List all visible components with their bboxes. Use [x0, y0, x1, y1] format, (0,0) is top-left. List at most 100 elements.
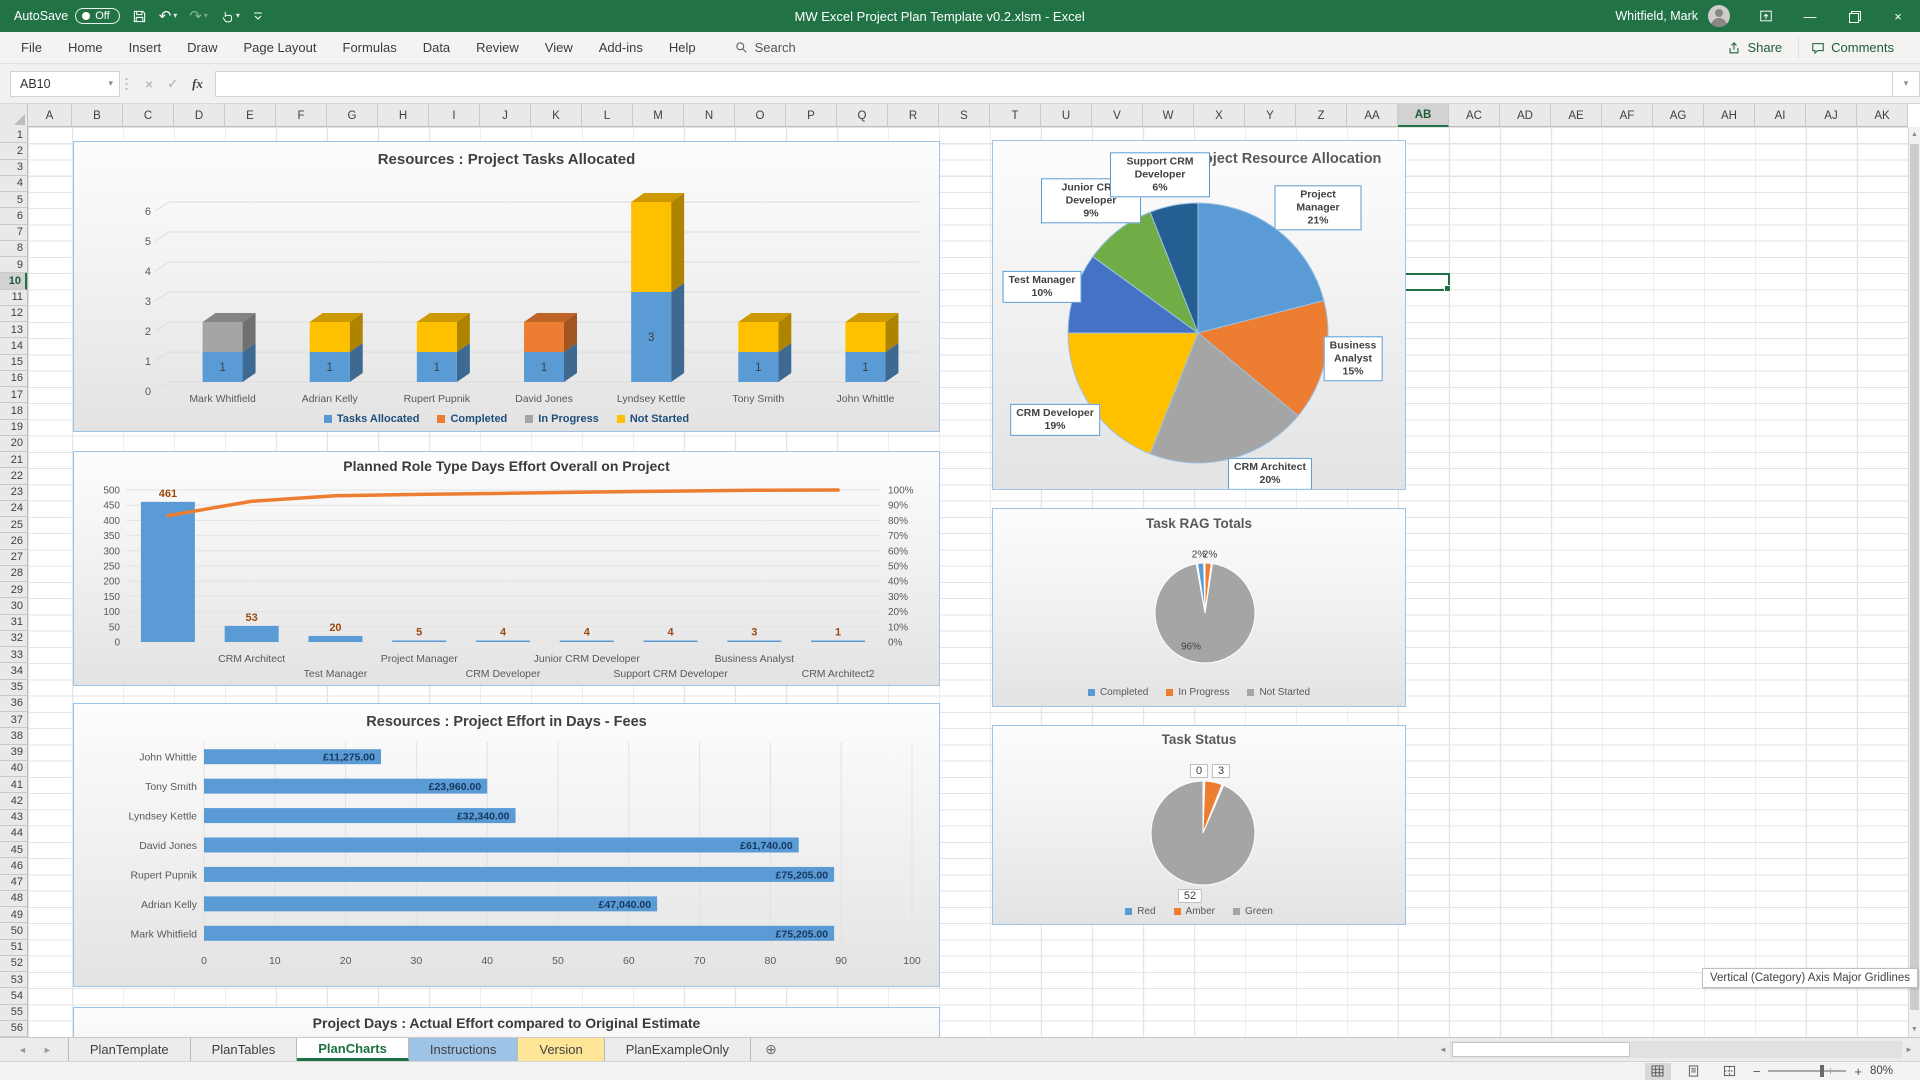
row-header-51[interactable]: 51	[0, 940, 27, 956]
insert-function-icon[interactable]: fx	[192, 76, 203, 92]
row-header-19[interactable]: 19	[0, 420, 27, 436]
row-header-20[interactable]: 20	[0, 436, 27, 452]
row-header-32[interactable]: 32	[0, 631, 27, 647]
page-layout-view-icon[interactable]	[1681, 1063, 1707, 1080]
search-box[interactable]: Search	[735, 40, 796, 55]
row-header-39[interactable]: 39	[0, 745, 27, 761]
row-header-28[interactable]: 28	[0, 566, 27, 582]
vertical-scrollbar[interactable]: ▲ ▼	[1908, 127, 1920, 1037]
normal-view-icon[interactable]	[1645, 1063, 1671, 1080]
row-header-4[interactable]: 4	[0, 176, 27, 192]
row-header-10[interactable]: 10	[0, 273, 27, 289]
chart-task-rag-pie[interactable]: Task RAG Totals2%2%96%CompletedIn Progre…	[992, 508, 1406, 707]
column-header-B[interactable]: B	[72, 104, 123, 127]
row-header-27[interactable]: 27	[0, 550, 27, 566]
row-header-52[interactable]: 52	[0, 956, 27, 972]
horizontal-scrollbar[interactable]: ◄ ►	[1436, 1038, 1920, 1061]
ribbon-tab-home[interactable]: Home	[55, 32, 116, 64]
chart-tasks-allocated[interactable]: Resources : Project Tasks Allocated01234…	[73, 141, 940, 432]
column-header-AC[interactable]: AC	[1449, 104, 1500, 127]
column-header-G[interactable]: G	[327, 104, 378, 127]
sheet-tab-plancharts[interactable]: PlanCharts	[297, 1038, 409, 1061]
ribbon-tab-view[interactable]: View	[532, 32, 586, 64]
row-header-13[interactable]: 13	[0, 322, 27, 338]
chart-role-days-effort[interactable]: Planned Role Type Days Effort Overall on…	[73, 451, 940, 686]
sheet-nav-right-icon[interactable]: ►	[43, 1045, 52, 1055]
column-header-W[interactable]: W	[1143, 104, 1194, 127]
share-button[interactable]: Share	[1715, 37, 1794, 58]
row-header-16[interactable]: 16	[0, 371, 27, 387]
chart-actual-vs-estimate[interactable]: Project Days : Actual Effort compared to…	[73, 1007, 940, 1037]
column-header-X[interactable]: X	[1194, 104, 1245, 127]
autosave-toggle[interactable]: AutoSave Off	[14, 8, 120, 24]
name-box-caret-icon[interactable]: ▾	[108, 78, 119, 89]
column-header-T[interactable]: T	[990, 104, 1041, 127]
column-header-N[interactable]: N	[684, 104, 735, 127]
avatar[interactable]	[1708, 5, 1730, 27]
ribbon-tab-insert[interactable]: Insert	[116, 32, 175, 64]
row-header-31[interactable]: 31	[0, 615, 27, 631]
row-header-1[interactable]: 1	[0, 127, 27, 143]
row-header-46[interactable]: 46	[0, 858, 27, 874]
user-name[interactable]: Whitfield, Mark	[1615, 9, 1698, 23]
scroll-left-icon[interactable]: ◄	[1436, 1045, 1450, 1054]
row-header-54[interactable]: 54	[0, 988, 27, 1004]
zoom-slider-thumb[interactable]	[1820, 1065, 1824, 1077]
vertical-scroll-thumb[interactable]	[1910, 144, 1919, 1010]
row-header-12[interactable]: 12	[0, 306, 27, 322]
page-break-preview-icon[interactable]	[1717, 1063, 1743, 1080]
chart-task-status-pie[interactable]: Task Status0352RedAmberGreen	[992, 725, 1406, 925]
scroll-right-icon[interactable]: ►	[1902, 1045, 1916, 1054]
column-header-AA[interactable]: AA	[1347, 104, 1398, 127]
row-header-37[interactable]: 37	[0, 712, 27, 728]
row-header-43[interactable]: 43	[0, 810, 27, 826]
zoom-out-icon[interactable]: −	[1753, 1064, 1761, 1079]
column-header-AB[interactable]: AB	[1398, 104, 1449, 127]
formula-input[interactable]	[215, 71, 1892, 97]
sheet-tab-version[interactable]: Version	[518, 1038, 604, 1061]
sheet-nav-left-icon[interactable]: ◄	[18, 1045, 27, 1055]
customize-qat-icon[interactable]	[252, 10, 264, 22]
row-header-44[interactable]: 44	[0, 826, 27, 842]
column-header-I[interactable]: I	[429, 104, 480, 127]
redo-button[interactable]: ↷▾	[189, 9, 208, 24]
close-button[interactable]: ×	[1876, 0, 1920, 32]
row-header-45[interactable]: 45	[0, 842, 27, 858]
row-header-29[interactable]: 29	[0, 582, 27, 598]
touch-mouse-mode-icon[interactable]: ▾	[220, 9, 240, 24]
row-header-22[interactable]: 22	[0, 468, 27, 484]
column-header-S[interactable]: S	[939, 104, 990, 127]
row-header-6[interactable]: 6	[0, 208, 27, 224]
row-header-21[interactable]: 21	[0, 452, 27, 468]
column-header-K[interactable]: K	[531, 104, 582, 127]
row-header-48[interactable]: 48	[0, 891, 27, 907]
row-header-25[interactable]: 25	[0, 517, 27, 533]
select-all-corner[interactable]	[0, 104, 28, 127]
name-box[interactable]: AB10 ▾	[10, 71, 120, 97]
column-header-V[interactable]: V	[1092, 104, 1143, 127]
zoom-level[interactable]: 80%	[1870, 1065, 1898, 1077]
scroll-up-icon[interactable]: ▲	[1909, 127, 1920, 142]
row-header-23[interactable]: 23	[0, 485, 27, 501]
row-header-26[interactable]: 26	[0, 533, 27, 549]
column-header-P[interactable]: P	[786, 104, 837, 127]
column-header-C[interactable]: C	[123, 104, 174, 127]
ribbon-tab-formulas[interactable]: Formulas	[330, 32, 410, 64]
column-header-AG[interactable]: AG	[1653, 104, 1704, 127]
column-header-U[interactable]: U	[1041, 104, 1092, 127]
ribbon-tab-draw[interactable]: Draw	[174, 32, 230, 64]
column-header-Z[interactable]: Z	[1296, 104, 1347, 127]
row-header-53[interactable]: 53	[0, 972, 27, 988]
sheet-tab-instructions[interactable]: Instructions	[409, 1038, 518, 1061]
row-header-11[interactable]: 11	[0, 290, 27, 306]
column-header-E[interactable]: E	[225, 104, 276, 127]
row-header-47[interactable]: 47	[0, 875, 27, 891]
column-header-A[interactable]: A	[28, 104, 72, 127]
row-header-18[interactable]: 18	[0, 403, 27, 419]
row-header-42[interactable]: 42	[0, 793, 27, 809]
sheet-tab-plantemplate[interactable]: PlanTemplate	[68, 1038, 191, 1061]
row-header-8[interactable]: 8	[0, 241, 27, 257]
horizontal-scroll-thumb[interactable]	[1452, 1042, 1630, 1057]
zoom-in-icon[interactable]: +	[1854, 1064, 1862, 1079]
comments-button[interactable]: Comments	[1798, 37, 1906, 58]
